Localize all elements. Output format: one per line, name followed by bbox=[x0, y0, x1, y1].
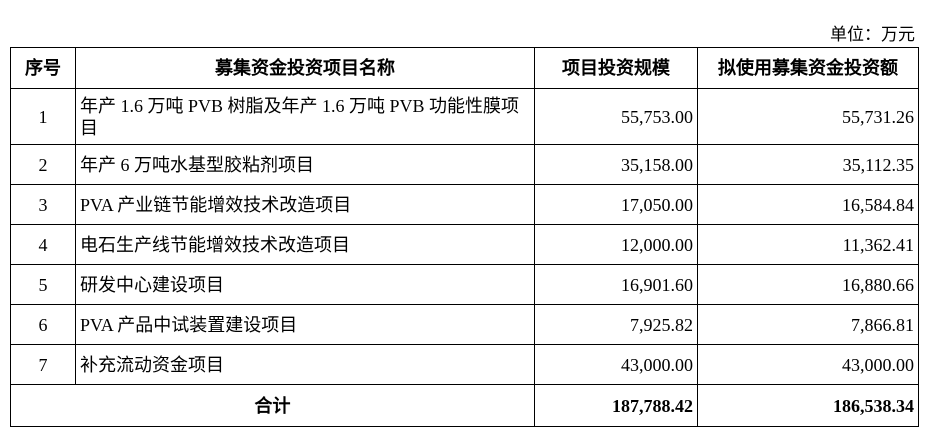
header-scale: 项目投资规模 bbox=[534, 47, 698, 89]
row-amount: 35,112.35 bbox=[697, 144, 919, 185]
table-row: 6 PVA 产品中试装置建设项目 7,925.82 7,866.81 bbox=[10, 304, 919, 345]
row-scale: 35,158.00 bbox=[534, 144, 698, 185]
total-label: 合计 bbox=[10, 384, 535, 427]
table-row: 7 补充流动资金项目 43,000.00 43,000.00 bbox=[10, 344, 919, 385]
total-row: 合计 187,788.42 186,538.34 bbox=[10, 384, 919, 427]
row-name: 年产 1.6 万吨 PVB 树脂及年产 1.6 万吨 PVB 功能性膜项目 bbox=[75, 88, 535, 145]
row-scale: 12,000.00 bbox=[534, 224, 698, 265]
header-row: 序号 募集资金投资项目名称 项目投资规模 拟使用募集资金投资额 bbox=[10, 47, 919, 89]
row-name: 研发中心建设项目 bbox=[75, 264, 535, 305]
table-row: 1 年产 1.6 万吨 PVB 树脂及年产 1.6 万吨 PVB 功能性膜项目 55… bbox=[10, 88, 919, 145]
row-no: 3 bbox=[10, 184, 76, 225]
row-name: PVA 产品中试装置建设项目 bbox=[75, 304, 535, 345]
row-scale: 17,050.00 bbox=[534, 184, 698, 225]
row-scale: 7,925.82 bbox=[534, 304, 698, 345]
row-no: 4 bbox=[10, 224, 76, 265]
row-no: 7 bbox=[10, 344, 76, 385]
table-row: 5 研发中心建设项目 16,901.60 16,880.66 bbox=[10, 264, 919, 305]
row-amount: 55,731.26 bbox=[697, 88, 919, 145]
row-name: 电石生产线节能增效技术改造项目 bbox=[75, 224, 535, 265]
row-no: 1 bbox=[10, 88, 76, 145]
header-amount: 拟使用募集资金投资额 bbox=[697, 47, 919, 89]
row-name: 年产 6 万吨水基型胶粘剂项目 bbox=[75, 144, 535, 185]
row-name: PVA 产业链节能增效技术改造项目 bbox=[75, 184, 535, 225]
total-amount: 186,538.34 bbox=[697, 384, 919, 427]
row-no: 2 bbox=[10, 144, 76, 185]
table-row: 3 PVA 产业链节能增效技术改造项目 17,050.00 16,584.84 bbox=[10, 184, 919, 225]
row-scale: 43,000.00 bbox=[534, 344, 698, 385]
row-no: 5 bbox=[10, 264, 76, 305]
total-scale: 187,788.42 bbox=[534, 384, 698, 427]
row-amount: 11,362.41 bbox=[697, 224, 919, 265]
table-row: 4 电石生产线节能增效技术改造项目 12,000.00 11,362.41 bbox=[10, 224, 919, 265]
table-row: 2 年产 6 万吨水基型胶粘剂项目 35,158.00 35,112.35 bbox=[10, 144, 919, 185]
row-amount: 43,000.00 bbox=[697, 344, 919, 385]
row-no: 6 bbox=[10, 304, 76, 345]
unit-label: 单位：万元 bbox=[830, 25, 915, 44]
header-name: 募集资金投资项目名称 bbox=[75, 47, 535, 89]
row-scale: 55,753.00 bbox=[534, 88, 698, 145]
row-amount: 16,584.84 bbox=[697, 184, 919, 225]
header-no: 序号 bbox=[10, 47, 76, 89]
row-amount: 16,880.66 bbox=[697, 264, 919, 305]
row-scale: 16,901.60 bbox=[534, 264, 698, 305]
row-amount: 7,866.81 bbox=[697, 304, 919, 345]
row-name: 补充流动资金项目 bbox=[75, 344, 535, 385]
fund-projects-table: 序号 募集资金投资项目名称 项目投资规模 拟使用募集资金投资额 1 年产 1.6 … bbox=[10, 47, 919, 427]
